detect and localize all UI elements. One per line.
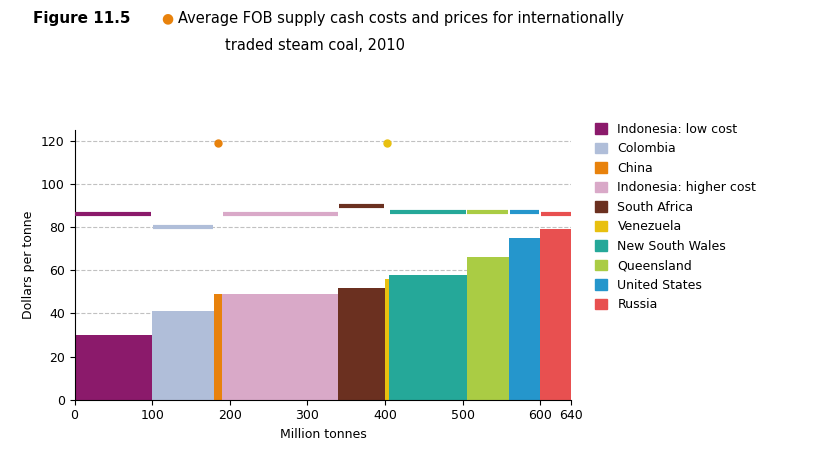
X-axis label: Million tonnes: Million tonnes: [280, 428, 366, 441]
Text: Figure 11.5: Figure 11.5: [33, 11, 131, 26]
Bar: [389, 275, 466, 400]
Bar: [338, 287, 385, 400]
Text: Average FOB supply cash costs and prices for internationally: Average FOB supply cash costs and prices…: [178, 11, 624, 26]
Bar: [385, 279, 389, 400]
Bar: [222, 294, 338, 400]
Text: ●: ●: [161, 11, 174, 25]
Text: traded steam coal, 2010: traded steam coal, 2010: [224, 38, 404, 53]
Bar: [509, 238, 539, 400]
Legend: Indonesia: low cost, Colombia, China, Indonesia: higher cost, South Africa, Vene: Indonesia: low cost, Colombia, China, In…: [592, 120, 758, 314]
Bar: [74, 335, 152, 400]
Bar: [214, 294, 222, 400]
Y-axis label: Dollars per tonne: Dollars per tonne: [22, 211, 36, 319]
Bar: [539, 229, 571, 400]
Bar: [466, 257, 509, 400]
Bar: [152, 311, 214, 400]
